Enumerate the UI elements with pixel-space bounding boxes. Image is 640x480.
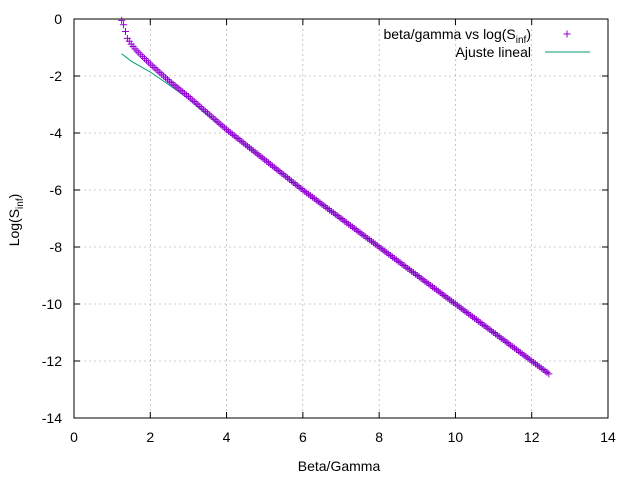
data-point bbox=[545, 370, 553, 378]
plot-frame bbox=[73, 18, 609, 419]
grid bbox=[74, 19, 608, 418]
legend-label-points-sub: inf bbox=[516, 35, 527, 46]
y-tick-label: -12 bbox=[42, 353, 62, 369]
y-axis-label-main: Log(S bbox=[6, 209, 22, 246]
legend-plus-marker bbox=[563, 30, 571, 38]
x-tick-label: 10 bbox=[448, 429, 464, 445]
x-tick-label: 2 bbox=[146, 429, 154, 445]
legend: beta/gamma vs log(Sinf) Ajuste lineal bbox=[383, 26, 590, 60]
y-tick-label: -4 bbox=[50, 125, 63, 141]
legend-label-points: beta/gamma vs log(Sinf) bbox=[383, 26, 531, 46]
plot-border bbox=[73, 18, 609, 419]
x-tick-label: 4 bbox=[223, 429, 231, 445]
x-tick-label: 8 bbox=[375, 429, 383, 445]
y-tick-label: -6 bbox=[50, 182, 63, 198]
y-axis-label-sub: inf bbox=[15, 198, 26, 209]
y-tick-label: -2 bbox=[50, 68, 63, 84]
legend-label-points-close: ) bbox=[526, 26, 531, 42]
axis-ticks: 0 2 4 6 8 10 12 14 0 -2 -4 -6 -8 -10 -12 -14 bbox=[42, 11, 616, 445]
y-tick-label: -14 bbox=[42, 410, 62, 426]
data-points-group bbox=[118, 16, 553, 378]
x-tick-label: 12 bbox=[524, 429, 540, 445]
legend-label-line: Ajuste lineal bbox=[456, 44, 532, 60]
x-tick-label: 6 bbox=[299, 429, 307, 445]
y-axis-label-close: ) bbox=[6, 194, 22, 199]
x-tick-label: 14 bbox=[600, 429, 616, 445]
y-axis-label: Log(Sinf) bbox=[6, 194, 26, 247]
data-point bbox=[120, 21, 128, 29]
data-point bbox=[121, 28, 129, 36]
legend-marker-points bbox=[563, 30, 571, 38]
y-tick-label: -8 bbox=[50, 239, 63, 255]
y-tick-label: 0 bbox=[54, 11, 62, 27]
y-tick-label: -10 bbox=[42, 296, 62, 312]
legend-label-points-main: beta/gamma vs log(S bbox=[383, 26, 515, 42]
data-point bbox=[118, 16, 126, 24]
x-axis-label: Beta/Gamma bbox=[298, 458, 381, 474]
x-tick-label: 0 bbox=[70, 429, 78, 445]
